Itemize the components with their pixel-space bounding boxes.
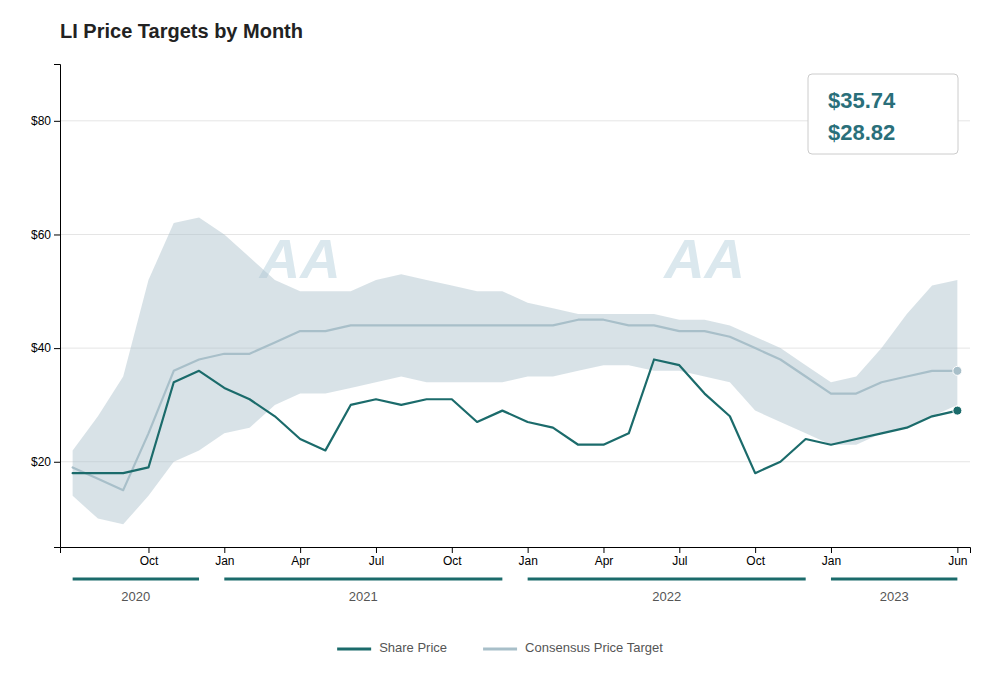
- x-tick-label: Jan: [518, 554, 537, 568]
- group-segment: [528, 578, 806, 581]
- annotation: $28.82: [828, 120, 895, 145]
- y-tick: $60: [31, 228, 60, 242]
- grid-line: [60, 461, 970, 462]
- legend: Share Price Consensus Price Target: [337, 640, 663, 655]
- x-tick: Oct: [443, 547, 462, 568]
- plot: AAAA $20 $40 $60 $80 Oct Jan Apr Jul Oct Jan Apr Jul…: [31, 65, 971, 605]
- x-tick: Jan: [822, 547, 841, 568]
- y-tick-mark: [54, 348, 60, 349]
- x-tick-mark: [148, 547, 149, 553]
- x-tick: Jan: [215, 547, 234, 568]
- x-axis-line: [61, 548, 971, 554]
- group-segment: [831, 578, 957, 581]
- chart-container: LI Price Targets by Month AAAA $20 $40 $60 $8…: [0, 0, 1000, 677]
- y-tick-label: $80: [31, 114, 51, 128]
- x-tick-label: Apr: [291, 554, 310, 568]
- x-tick: Jan: [518, 547, 537, 568]
- x-tick-label: Jan: [822, 554, 841, 568]
- x-tick-mark: [679, 547, 680, 553]
- data-layer: [73, 217, 962, 524]
- x-axis: Oct Jan Apr Jul Oct Jan Apr Jul Oct Jan Jun: [61, 547, 971, 568]
- x-tick-mark: [224, 547, 225, 553]
- y-tick-label: $20: [31, 455, 51, 469]
- x-tick: Jun: [948, 547, 967, 568]
- x-tick-label: Jun: [948, 554, 967, 568]
- x-tick-label: Jul: [672, 554, 687, 568]
- legend-swatch: [483, 648, 517, 651]
- y-axis: $20 $40 $60 $80: [31, 65, 61, 548]
- x-tick-mark: [452, 547, 453, 553]
- x-tick-mark: [376, 547, 377, 553]
- y-tick-label: $40: [31, 341, 51, 355]
- end-point: [953, 366, 962, 375]
- x-tick-label: Apr: [595, 554, 614, 568]
- legend-label: Share Price: [379, 640, 447, 655]
- watermarks: AAAA: [258, 227, 745, 290]
- group-label: 2022: [652, 589, 681, 604]
- x-tick-label: Oct: [746, 554, 765, 568]
- x-tick-mark: [528, 547, 529, 553]
- x-tick-mark: [755, 547, 756, 553]
- x-tick: Oct: [746, 547, 765, 568]
- annotation: $35.74: [828, 88, 896, 113]
- x-tick-mark: [831, 547, 832, 553]
- legend-item: Consensus Price Target: [483, 640, 663, 655]
- category-groups: 2020 2021 2022 2023: [73, 579, 958, 604]
- x-tick-label: Jan: [215, 554, 234, 568]
- x-tick-mark: [300, 547, 301, 553]
- x-tick-mark: [957, 547, 958, 553]
- y-axis-line: [54, 65, 61, 548]
- x-tick: Apr: [291, 547, 310, 568]
- group-label: 2023: [880, 589, 909, 604]
- y-tick-label: $60: [31, 228, 51, 242]
- legend-label: Consensus Price Target: [525, 640, 663, 655]
- y-tick-mark: [54, 234, 60, 235]
- x-tick-mark: [603, 547, 604, 553]
- y-tick: $40: [31, 341, 60, 355]
- x-tick: Apr: [595, 547, 614, 568]
- group-segment: [73, 578, 199, 581]
- watermark: AA: [662, 227, 745, 290]
- group-label: 2021: [349, 589, 378, 604]
- x-tick-label: Jul: [369, 554, 384, 568]
- x-tick: Jul: [369, 547, 384, 568]
- group-label: 2020: [121, 589, 150, 604]
- range-band: [73, 217, 958, 524]
- title: LI Price Targets by Month: [60, 20, 303, 42]
- x-tick-label: Oct: [443, 554, 462, 568]
- series-line: [73, 320, 958, 490]
- x-tick-label: Oct: [140, 554, 159, 568]
- y-tick-mark: [54, 462, 60, 463]
- series-line: [73, 359, 958, 473]
- end-point: [953, 406, 962, 415]
- legend-item: Share Price: [337, 640, 447, 655]
- group-segment: [224, 578, 502, 581]
- legend-swatch: [337, 648, 371, 651]
- y-tick-mark: [54, 121, 60, 122]
- x-tick: Oct: [140, 547, 159, 568]
- x-tick: Jul: [672, 547, 687, 568]
- chart-svg: LI Price Targets by Month AAAA $20 $40 $60 $8…: [0, 0, 1000, 677]
- y-tick: $20: [31, 455, 60, 469]
- annotation-frame: [808, 74, 958, 154]
- annotation-box: $35.74 $28.82: [808, 74, 958, 154]
- y-tick: $80: [31, 114, 60, 128]
